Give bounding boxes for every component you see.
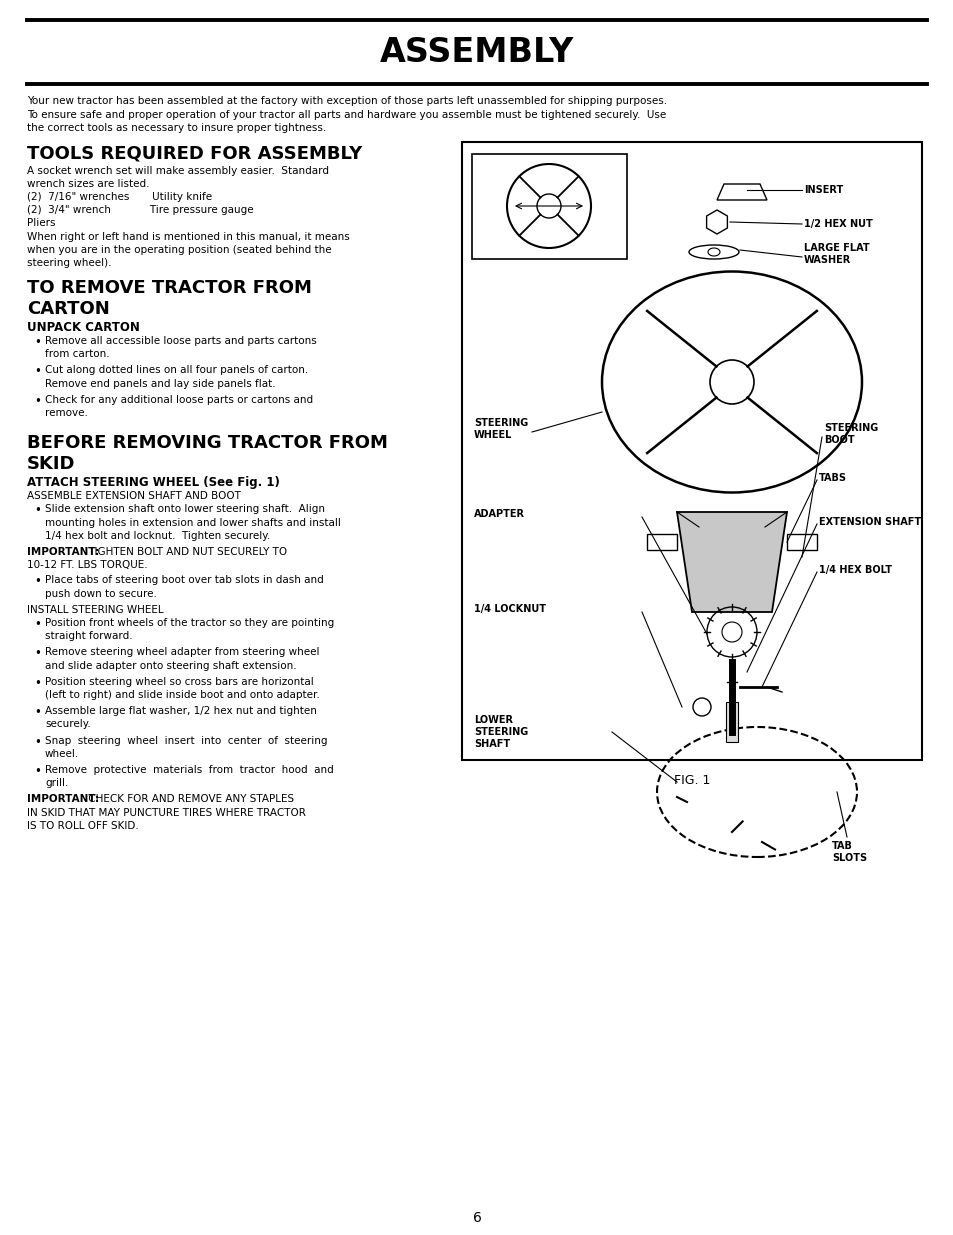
Text: STEERING
BOOT: STEERING BOOT [823,424,878,445]
Text: from carton.: from carton. [45,350,110,359]
Text: LOWER
STEERING
SHAFT: LOWER STEERING SHAFT [474,715,528,748]
Text: ASSEMBLE EXTENSION SHAFT AND BOOT: ASSEMBLE EXTENSION SHAFT AND BOOT [27,492,240,501]
Bar [725,701,738,742]
Text: •: • [34,766,41,778]
Text: Remove steering wheel adapter from steering wheel: Remove steering wheel adapter from steer… [45,647,319,657]
Text: 1/4 HEX BOLT: 1/4 HEX BOLT [818,564,891,576]
Text: A socket wrench set will make assembly easier.  Standard: A socket wrench set will make assembly e… [27,165,329,175]
Text: •: • [34,336,41,350]
Text: IMPORTANT:: IMPORTANT: [27,794,99,804]
Text: securely.: securely. [45,720,91,730]
Text: BEFORE REMOVING TRACTOR FROM: BEFORE REMOVING TRACTOR FROM [27,435,388,452]
Text: UNPACK CARTON: UNPACK CARTON [27,321,140,335]
Text: wrench sizes are listed.: wrench sizes are listed. [27,179,150,189]
Text: (2)  3/4" wrench            Tire pressure gauge: (2) 3/4" wrench Tire pressure gauge [27,205,253,215]
Text: TABS: TABS [818,473,846,483]
Text: •: • [34,736,41,748]
Text: Check for any additional loose parts or cartons and: Check for any additional loose parts or … [45,395,313,405]
Text: mounting holes in extension and lower shafts and install: mounting holes in extension and lower sh… [45,517,340,527]
Bar [786,534,816,550]
Text: Remove end panels and lay side panels flat.: Remove end panels and lay side panels fl… [45,379,275,389]
Text: SKID: SKID [27,456,75,473]
Text: Pliers: Pliers [27,219,55,228]
Text: •: • [34,576,41,589]
Text: wheel.: wheel. [45,748,79,758]
Text: remove.: remove. [45,408,88,419]
Text: Position front wheels of the tractor so they are pointing: Position front wheels of the tractor so … [45,618,334,629]
Text: TAB
SLOTS: TAB SLOTS [831,841,866,863]
Text: push down to secure.: push down to secure. [45,589,156,599]
Text: •: • [34,618,41,631]
Text: (2)  7/16" wrenches       Utility knife: (2) 7/16" wrenches Utility knife [27,191,212,201]
Text: IS TO ROLL OFF SKID.: IS TO ROLL OFF SKID. [27,821,138,831]
Text: (left to right) and slide inside boot and onto adapter.: (left to right) and slide inside boot an… [45,690,319,700]
Text: IMPORTANT:: IMPORTANT: [27,547,99,557]
Polygon shape [677,513,786,613]
Text: •: • [34,505,41,517]
Text: 10-12 FT. LBS TORQUE.: 10-12 FT. LBS TORQUE. [27,561,148,571]
Text: 1/2 HEX NUT: 1/2 HEX NUT [803,219,872,228]
Bar [472,154,626,259]
Text: and slide adapter onto steering shaft extension.: and slide adapter onto steering shaft ex… [45,661,296,671]
Text: CHECK FOR AND REMOVE ANY STAPLES: CHECK FOR AND REMOVE ANY STAPLES [85,794,294,804]
Text: ASSEMBLY: ASSEMBLY [379,36,574,68]
Text: Slide extension shaft onto lower steering shaft.  Align: Slide extension shaft onto lower steerin… [45,505,325,515]
Text: 1/4 hex bolt and locknut.  Tighten securely.: 1/4 hex bolt and locknut. Tighten secure… [45,531,270,541]
Text: steering wheel).: steering wheel). [27,258,112,268]
Text: the correct tools as necessary to insure proper tightness.: the correct tools as necessary to insure… [27,124,326,133]
Text: STEERING
WHEEL: STEERING WHEEL [474,419,528,440]
Text: •: • [34,706,41,719]
Text: 1/4 LOCKNUT: 1/4 LOCKNUT [474,604,545,614]
Text: •: • [34,677,41,690]
Text: To ensure safe and proper operation of your tractor all parts and hardware you a: To ensure safe and proper operation of y… [27,110,665,120]
Text: 6: 6 [472,1212,481,1225]
Text: •: • [34,395,41,408]
Text: FIG. 1: FIG. 1 [673,773,709,787]
Bar [646,534,677,550]
Text: TOOLS REQUIRED FOR ASSEMBLY: TOOLS REQUIRED FOR ASSEMBLY [27,144,362,163]
Text: LARGE FLAT
WASHER: LARGE FLAT WASHER [803,243,869,264]
Text: straight forward.: straight forward. [45,631,132,641]
Text: •: • [34,366,41,378]
Text: INSTALL STEERING WHEEL: INSTALL STEERING WHEEL [27,605,164,615]
Text: Your new tractor has been assembled at the factory with exception of those parts: Your new tractor has been assembled at t… [27,96,666,106]
Text: CARTON: CARTON [27,300,110,319]
Bar [461,142,921,760]
Text: grill.: grill. [45,778,69,788]
Text: Remove  protective  materials  from  tractor  hood  and: Remove protective materials from tractor… [45,766,334,776]
Text: TIGHTEN BOLT AND NUT SECURELY TO: TIGHTEN BOLT AND NUT SECURELY TO [85,547,287,557]
Text: ATTACH STEERING WHEEL (See Fig. 1): ATTACH STEERING WHEEL (See Fig. 1) [27,477,279,489]
Text: Snap  steering  wheel  insert  into  center  of  steering: Snap steering wheel insert into center o… [45,736,327,746]
Text: •: • [34,647,41,661]
Text: Place tabs of steering boot over tab slots in dash and: Place tabs of steering boot over tab slo… [45,576,323,585]
Text: when you are in the operating position (seated behind the: when you are in the operating position (… [27,245,332,254]
Text: TO REMOVE TRACTOR FROM: TO REMOVE TRACTOR FROM [27,279,312,298]
Text: When right or left hand is mentioned in this manual, it means: When right or left hand is mentioned in … [27,231,350,242]
Text: Cut along dotted lines on all four panels of carton.: Cut along dotted lines on all four panel… [45,366,308,375]
Text: Position steering wheel so cross bars are horizontal: Position steering wheel so cross bars ar… [45,677,314,687]
Text: ADAPTER: ADAPTER [474,509,524,519]
Text: Assemble large flat washer, 1/2 hex nut and tighten: Assemble large flat washer, 1/2 hex nut … [45,706,316,716]
Text: Remove all accessible loose parts and parts cartons: Remove all accessible loose parts and pa… [45,336,316,346]
Text: EXTENSION SHAFT: EXTENSION SHAFT [818,517,921,527]
Text: INSERT: INSERT [803,185,842,195]
Text: IN SKID THAT MAY PUNCTURE TIRES WHERE TRACTOR: IN SKID THAT MAY PUNCTURE TIRES WHERE TR… [27,808,306,818]
